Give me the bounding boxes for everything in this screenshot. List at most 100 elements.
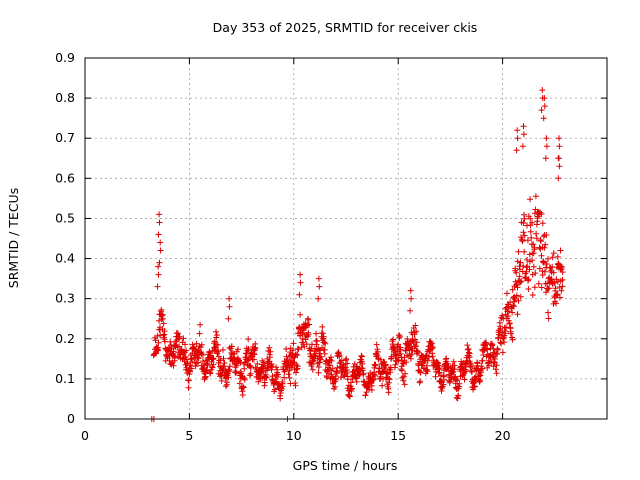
data-point <box>533 230 540 237</box>
data-point <box>171 355 178 361</box>
data-point <box>538 107 545 114</box>
data-point <box>155 271 162 278</box>
data-point <box>517 293 524 300</box>
data-point <box>474 360 481 367</box>
data-point <box>317 355 323 362</box>
data-point <box>303 341 310 348</box>
data-point <box>328 371 335 378</box>
data-point <box>189 358 196 365</box>
data-point <box>313 330 320 337</box>
data-point <box>523 264 530 271</box>
data-point <box>182 341 189 348</box>
data-point <box>182 353 189 360</box>
data-point <box>531 246 538 253</box>
data-point <box>526 266 533 273</box>
data-point <box>513 292 520 299</box>
data-point <box>362 392 369 399</box>
data-point <box>549 254 556 261</box>
data-point <box>293 351 300 358</box>
data-point <box>477 377 484 384</box>
data-point <box>250 350 257 357</box>
data-point <box>515 297 522 304</box>
data-point <box>322 340 329 347</box>
data-point <box>289 347 296 354</box>
data-point <box>525 276 532 283</box>
data-point <box>343 355 350 362</box>
x-tick-label: 0 <box>81 428 89 443</box>
data-point <box>155 231 162 238</box>
data-point <box>180 335 187 342</box>
y-tick-label: 0.2 <box>55 331 75 346</box>
data-point <box>290 340 297 347</box>
data-point <box>183 347 190 354</box>
data-point <box>525 277 531 284</box>
data-point <box>346 393 353 400</box>
data-point <box>319 323 326 330</box>
data-point <box>529 292 536 298</box>
data-point <box>211 338 218 345</box>
data-point <box>379 382 386 389</box>
data-point <box>225 374 232 381</box>
data-point <box>226 295 233 302</box>
data-point <box>556 163 563 170</box>
data-point <box>468 369 475 375</box>
data-point <box>244 347 251 354</box>
data-point <box>198 341 205 348</box>
data-point <box>543 289 549 296</box>
data-point <box>529 219 535 226</box>
data-point <box>499 349 506 356</box>
data-point <box>235 346 241 353</box>
data-point <box>316 283 323 290</box>
data-point <box>156 211 163 218</box>
data-point <box>293 369 299 376</box>
data-point <box>505 308 512 315</box>
data-point <box>156 259 163 266</box>
data-point <box>510 302 517 309</box>
data-point <box>444 360 451 367</box>
data-point <box>185 377 192 384</box>
data-point <box>338 374 344 381</box>
data-point <box>456 383 463 390</box>
data-point <box>440 372 447 379</box>
data-point <box>157 247 164 254</box>
data-point <box>543 143 550 150</box>
data-point <box>540 115 547 122</box>
data-point <box>413 328 420 335</box>
data-point <box>293 366 300 373</box>
data-point <box>429 353 436 360</box>
data-point <box>222 383 229 390</box>
data-point <box>328 357 335 364</box>
data-point <box>321 350 328 357</box>
chart-title: Day 353 of 2025, SRMTID for receiver cki… <box>213 20 478 35</box>
data-point <box>192 363 199 370</box>
data-point <box>159 311 166 318</box>
data-point <box>514 284 521 291</box>
data-point <box>252 344 259 351</box>
data-point <box>432 373 439 380</box>
data-point <box>161 338 168 345</box>
data-point <box>266 354 273 361</box>
x-tick-label: 10 <box>286 428 302 443</box>
data-point <box>450 358 457 365</box>
data-point <box>533 235 540 242</box>
data-point <box>535 280 542 287</box>
y-tick-label: 0.6 <box>55 170 75 185</box>
data-point <box>402 370 409 377</box>
data-point <box>518 278 525 285</box>
data-point <box>519 143 526 150</box>
data-point <box>545 315 552 322</box>
data-point <box>540 233 547 240</box>
data-point <box>540 259 547 266</box>
data-point <box>546 285 553 292</box>
data-point <box>558 264 565 271</box>
data-point <box>434 360 441 366</box>
data-point <box>218 377 225 384</box>
data-point <box>397 346 404 353</box>
data-point <box>167 338 174 345</box>
data-point <box>228 343 235 350</box>
data-point <box>538 211 545 218</box>
data-point <box>374 352 381 359</box>
data-point <box>278 386 285 392</box>
data-point <box>360 370 367 377</box>
data-point <box>502 330 509 337</box>
